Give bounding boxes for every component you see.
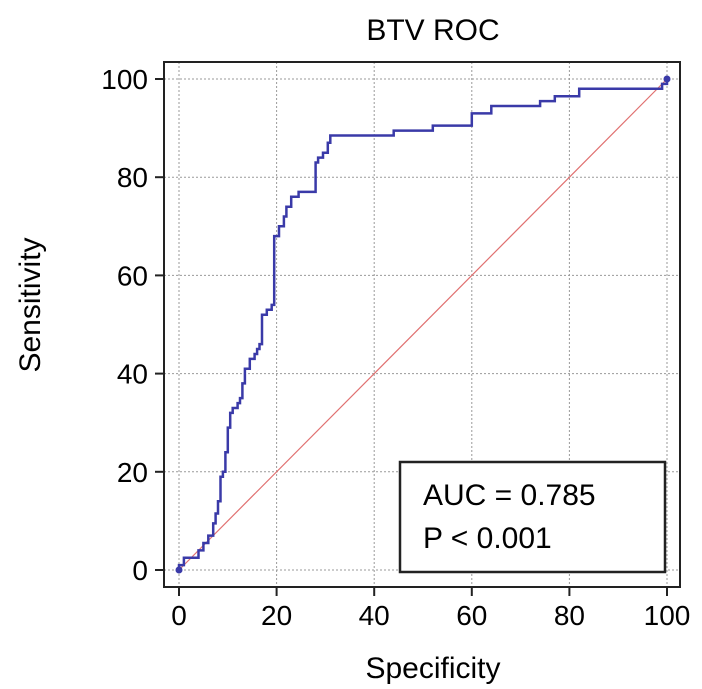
- x-tick-label-0: 0: [171, 600, 187, 631]
- x-axis-label: Specificity: [365, 652, 500, 685]
- roc-curve-line: [177, 79, 669, 570]
- annotation-p-value: P < 0.001: [423, 522, 552, 555]
- chart-title: BTV ROC: [366, 14, 499, 47]
- x-tick-label-100: 100: [644, 600, 691, 631]
- y-tick-label-80: 80: [117, 162, 148, 193]
- ticks-layer: 0 20 40 60 80 100 0 20 40 60 80 100: [101, 64, 690, 631]
- x-tick-label-60: 60: [456, 600, 487, 631]
- y-tick-label-40: 40: [117, 359, 148, 390]
- roc-start-point: [175, 566, 183, 574]
- roc-end-point: [663, 75, 671, 83]
- x-tick-label-40: 40: [359, 600, 390, 631]
- plot-frame: [163, 61, 681, 588]
- y-axis-label: Sensitivity: [14, 237, 47, 372]
- x-tick-label-80: 80: [554, 600, 585, 631]
- y-tick-label-100: 100: [101, 64, 148, 95]
- reference-diagonal-line: [178, 78, 668, 571]
- annotation-frame: [398, 460, 667, 574]
- y-tick-label-20: 20: [117, 457, 148, 488]
- auc-annotation-box: AUC = 0.785 P < 0.001: [398, 460, 667, 574]
- y-tick-label-60: 60: [117, 260, 148, 291]
- series-layer: [175, 75, 671, 574]
- y-tick-label-0: 0: [132, 555, 148, 586]
- x-tick-label-20: 20: [261, 600, 292, 631]
- annotation-auc: AUC = 0.785: [423, 479, 596, 512]
